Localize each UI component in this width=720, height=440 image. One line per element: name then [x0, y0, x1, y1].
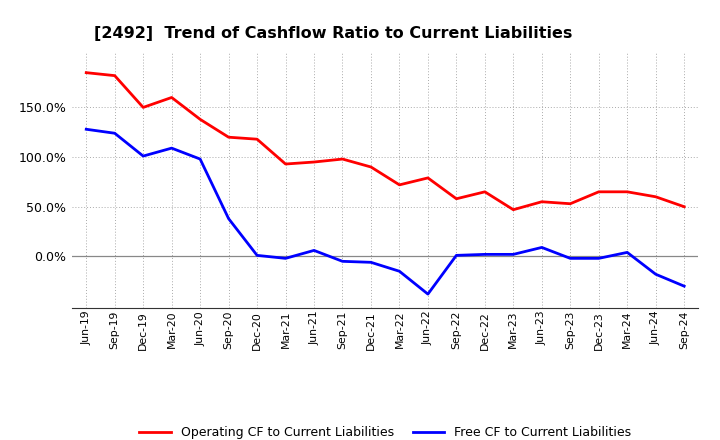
- Operating CF to Current Liabilities: [509, 207, 518, 213]
- Operating CF to Current Liabilities: [423, 175, 432, 180]
- Free CF to Current Liabilities: [196, 156, 204, 161]
- Operating CF to Current Liabilities: [680, 204, 688, 209]
- Operating CF to Current Liabilities: [253, 136, 261, 142]
- Free CF to Current Liabilities: [338, 259, 347, 264]
- Line: Free CF to Current Liabilities: Free CF to Current Liabilities: [86, 129, 684, 294]
- Operating CF to Current Liabilities: [623, 189, 631, 194]
- Operating CF to Current Liabilities: [366, 165, 375, 170]
- Free CF to Current Liabilities: [253, 253, 261, 258]
- Free CF to Current Liabilities: [110, 131, 119, 136]
- Free CF to Current Liabilities: [652, 271, 660, 277]
- Free CF to Current Liabilities: [509, 252, 518, 257]
- Operating CF to Current Liabilities: [395, 182, 404, 187]
- Free CF to Current Liabilities: [623, 250, 631, 255]
- Operating CF to Current Liabilities: [82, 70, 91, 75]
- Operating CF to Current Liabilities: [167, 95, 176, 100]
- Operating CF to Current Liabilities: [225, 135, 233, 140]
- Operating CF to Current Liabilities: [480, 189, 489, 194]
- Operating CF to Current Liabilities: [537, 199, 546, 205]
- Free CF to Current Liabilities: [282, 256, 290, 261]
- Text: [2492]  Trend of Cashflow Ratio to Current Liabilities: [2492] Trend of Cashflow Ratio to Curren…: [94, 26, 572, 41]
- Free CF to Current Liabilities: [310, 248, 318, 253]
- Operating CF to Current Liabilities: [110, 73, 119, 78]
- Operating CF to Current Liabilities: [338, 156, 347, 161]
- Operating CF to Current Liabilities: [452, 196, 461, 202]
- Line: Operating CF to Current Liabilities: Operating CF to Current Liabilities: [86, 73, 684, 210]
- Free CF to Current Liabilities: [595, 256, 603, 261]
- Free CF to Current Liabilities: [680, 283, 688, 289]
- Free CF to Current Liabilities: [82, 127, 91, 132]
- Free CF to Current Liabilities: [452, 253, 461, 258]
- Free CF to Current Liabilities: [225, 216, 233, 221]
- Free CF to Current Liabilities: [566, 256, 575, 261]
- Free CF to Current Liabilities: [395, 268, 404, 274]
- Operating CF to Current Liabilities: [652, 194, 660, 199]
- Free CF to Current Liabilities: [537, 245, 546, 250]
- Operating CF to Current Liabilities: [310, 159, 318, 165]
- Operating CF to Current Liabilities: [595, 189, 603, 194]
- Free CF to Current Liabilities: [480, 252, 489, 257]
- Free CF to Current Liabilities: [139, 154, 148, 159]
- Legend: Operating CF to Current Liabilities, Free CF to Current Liabilities: Operating CF to Current Liabilities, Fre…: [135, 422, 636, 440]
- Operating CF to Current Liabilities: [566, 201, 575, 206]
- Operating CF to Current Liabilities: [196, 117, 204, 122]
- Operating CF to Current Liabilities: [282, 161, 290, 167]
- Free CF to Current Liabilities: [167, 146, 176, 151]
- Free CF to Current Liabilities: [423, 291, 432, 297]
- Free CF to Current Liabilities: [366, 260, 375, 265]
- Operating CF to Current Liabilities: [139, 105, 148, 110]
